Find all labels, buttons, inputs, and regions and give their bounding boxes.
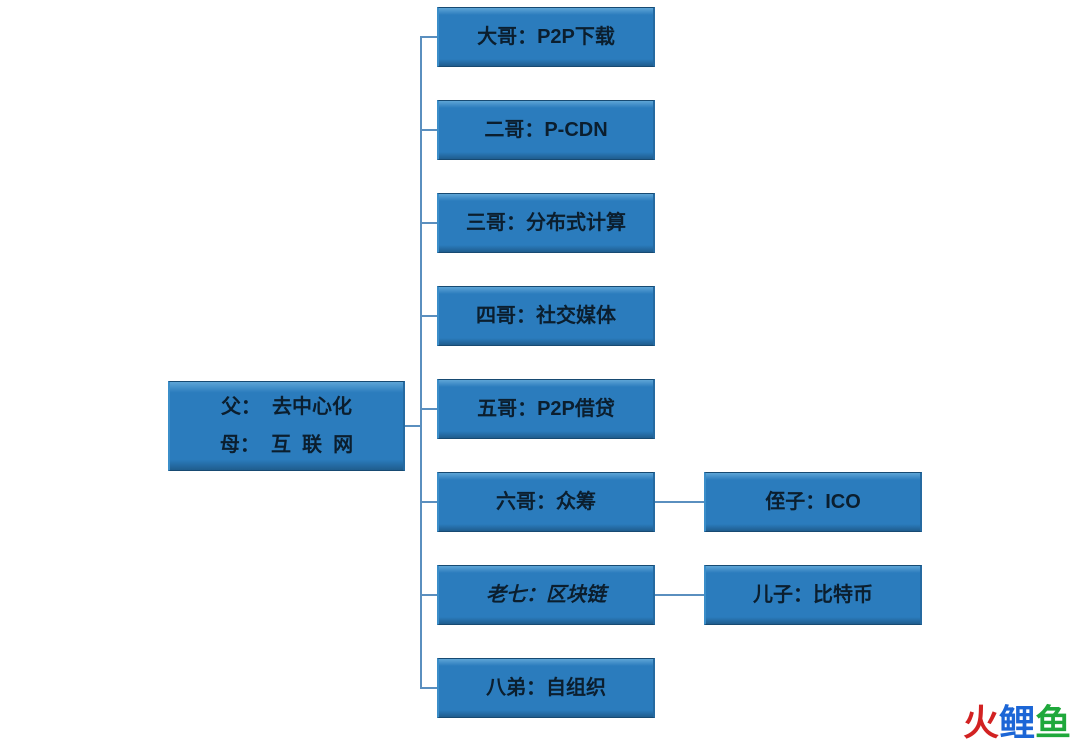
- child-node-8: 八弟：自组织: [437, 658, 655, 718]
- grandchild-node-6: 侄子：ICO: [704, 472, 922, 532]
- child-node-2: 二哥：P-CDN: [437, 100, 655, 160]
- child-node-6: 六哥：众筹: [437, 472, 655, 532]
- grandchild-label: 侄子：ICO: [765, 483, 861, 521]
- logo-char: 鱼: [1035, 694, 1071, 746]
- child-label: 老七：区块链: [486, 576, 606, 614]
- logo-char: 鲤: [999, 694, 1035, 746]
- child-node-5: 五哥：P2P借贷: [437, 379, 655, 439]
- child-node-7: 老七：区块链: [437, 565, 655, 625]
- child-label: 二哥：P-CDN: [484, 111, 607, 149]
- child-label: 六哥：众筹: [496, 483, 596, 521]
- child-node-3: 三哥：分布式计算: [437, 193, 655, 253]
- watermark-logo: 火鲤鱼: [963, 694, 1071, 746]
- child-label: 大哥：P2P下载: [477, 18, 615, 56]
- child-label: 四哥：社交媒体: [476, 297, 616, 335]
- child-node-4: 四哥：社交媒体: [437, 286, 655, 346]
- grandchild-label: 儿子：比特币: [753, 576, 873, 614]
- root-node: 父： 去中心化 母： 互 联 网: [168, 381, 405, 471]
- child-label: 三哥：分布式计算: [466, 204, 626, 242]
- child-label: 五哥：P2P借贷: [477, 390, 615, 428]
- child-node-1: 大哥：P2P下载: [437, 7, 655, 67]
- grandchild-node-7: 儿子：比特币: [704, 565, 922, 625]
- tree-diagram: 父： 去中心化 母： 互 联 网 大哥：P2P下载二哥：P-CDN 三哥：分布式计算…: [0, 0, 1080, 729]
- logo-char: 火: [963, 694, 999, 746]
- child-label: 八弟：自组织: [486, 669, 606, 707]
- root-label: 父： 去中心化 母： 互 联 网: [220, 388, 353, 464]
